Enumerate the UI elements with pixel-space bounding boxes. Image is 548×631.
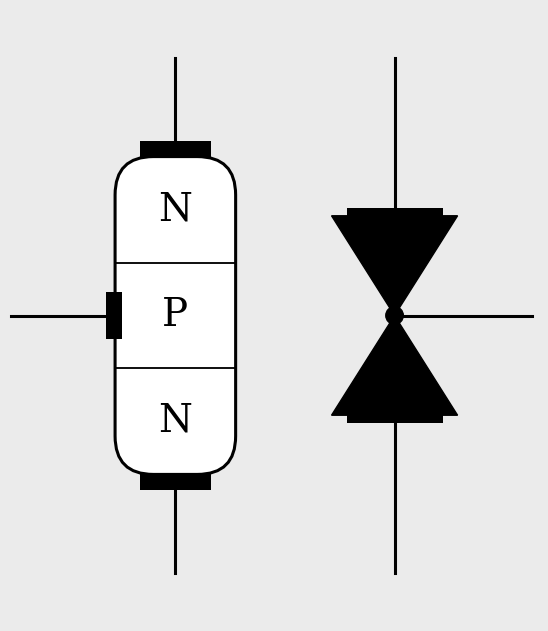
Bar xyxy=(346,208,442,223)
Polygon shape xyxy=(332,216,458,316)
FancyBboxPatch shape xyxy=(115,156,236,475)
Bar xyxy=(106,292,122,339)
Bar xyxy=(140,141,211,156)
Text: N: N xyxy=(158,403,192,440)
Bar xyxy=(346,408,442,423)
Text: N: N xyxy=(158,191,192,228)
Text: P: P xyxy=(162,297,189,334)
Bar xyxy=(140,475,211,490)
Circle shape xyxy=(386,307,403,324)
Polygon shape xyxy=(332,316,458,415)
